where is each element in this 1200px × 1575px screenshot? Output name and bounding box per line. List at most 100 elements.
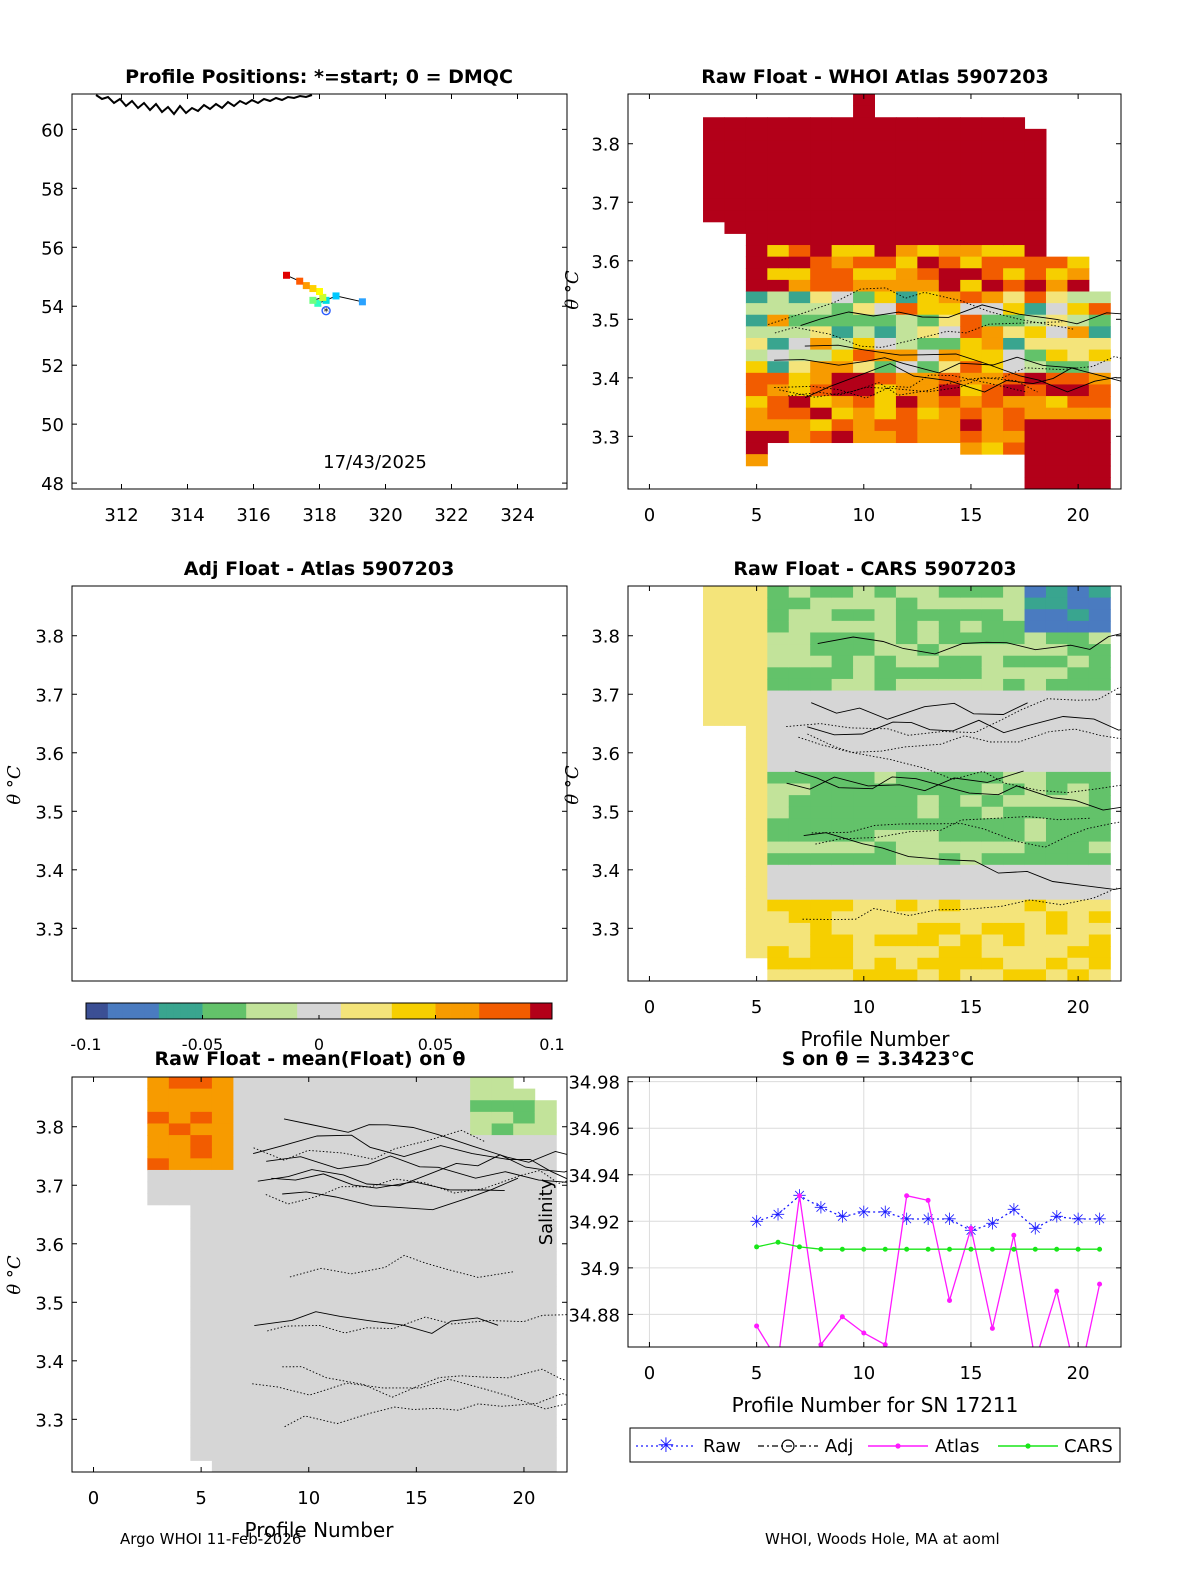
raw-cars-cell: [1024, 922, 1047, 936]
raw-atlas-cell: [1003, 279, 1026, 292]
raw-mean-cell: [427, 1100, 450, 1113]
raw-cars-cell: [1003, 864, 1026, 877]
raw-cars-cell: [810, 760, 833, 773]
colorbar-swatch: [166, 1003, 174, 1019]
positions-annotation: 17/43/2025: [323, 452, 427, 473]
raw-mean-cell: [319, 1413, 342, 1427]
raw-atlas-cell: [938, 140, 961, 153]
raw-atlas-cell: [1088, 477, 1111, 489]
raw-mean-cell: [427, 1402, 450, 1415]
raw-cars-cell: [853, 667, 875, 680]
raw-atlas-ytick-label: 3.7: [591, 193, 620, 214]
raw-mean-cell: [362, 1123, 385, 1136]
raw-atlas-cell: [745, 140, 768, 153]
raw-atlas-cell: [767, 419, 790, 432]
raw-mean-cell: [147, 1158, 170, 1171]
raw-mean-cell: [405, 1088, 428, 1101]
raw-mean-cell: [513, 1413, 536, 1427]
raw-atlas-cell: [895, 210, 918, 223]
raw-mean-cell: [448, 1181, 471, 1194]
raw-atlas-cell: [1024, 291, 1047, 304]
raw-mean-cell: [448, 1216, 471, 1229]
raw-cars-cell: [917, 888, 940, 901]
raw-atlas-cell: [767, 279, 790, 292]
raw-mean-cell: [276, 1228, 299, 1241]
raw-mean-cell: [297, 1448, 320, 1461]
raw-mean-cell: [254, 1437, 277, 1450]
raw-mean-cell: [211, 1262, 234, 1275]
raw-cars-cell: [1088, 760, 1111, 773]
raw-cars-cell: [810, 806, 833, 819]
raw-mean-cell: [190, 1332, 213, 1345]
raw-mean-cell: [276, 1262, 299, 1275]
raw-mean-cell: [297, 1100, 320, 1113]
raw-cars-cell: [853, 748, 875, 761]
raw-atlas-cell: [895, 221, 918, 234]
raw-mean-cell: [362, 1402, 385, 1415]
raw-cars-cell: [788, 818, 811, 831]
raw-cars-cell: [1024, 829, 1047, 843]
salinity-xtick-label: 15: [960, 1363, 983, 1384]
colorbar-swatch: [530, 1003, 538, 1019]
raw-atlas-cell: [1045, 454, 1068, 467]
raw-mean-cell: [319, 1239, 342, 1252]
raw-mean-cell: [491, 1158, 514, 1171]
raw-cars-cell: [767, 888, 790, 901]
raw-mean-cell: [319, 1297, 342, 1310]
raw-atlas-cell: [1024, 163, 1047, 176]
raw-cars-cell: [895, 725, 918, 738]
raw-mean-cell: [362, 1460, 385, 1472]
raw-mean-cell: [168, 1146, 191, 1159]
raw-atlas-cell: [810, 396, 833, 409]
raw-mean-cell: [427, 1344, 450, 1357]
raw-atlas-cell: [831, 268, 854, 281]
raw-cars-cell: [1067, 620, 1090, 633]
raw-cars-cell: [703, 609, 725, 622]
profile-position-marker: [332, 292, 340, 300]
raw-atlas-cell: [853, 163, 875, 176]
raw-atlas-cell: [1024, 454, 1047, 467]
raw-cars-cell: [703, 644, 725, 657]
raw-cars-cell: [895, 888, 918, 901]
raw-atlas-cell: [831, 245, 854, 258]
raw-mean-cell: [297, 1239, 320, 1252]
raw-cars-cell: [960, 702, 983, 715]
raw-cars-cell: [938, 597, 961, 610]
raw-cars-cell: [767, 783, 790, 796]
raw-cars-cell: [874, 946, 897, 959]
raw-mean-cell: [276, 1158, 299, 1171]
raw-mean-cell: [448, 1448, 471, 1461]
raw-cars-cell: [1067, 632, 1090, 645]
series-raw-point: ✳: [1092, 1210, 1106, 1230]
raw-cars-cell: [810, 678, 833, 692]
raw-cars-cell: [874, 644, 897, 657]
raw-atlas-cell: [960, 419, 983, 432]
raw-mean-cell: [448, 1088, 471, 1101]
raw-atlas-cell: [917, 233, 940, 246]
raw-mean-cell: [534, 1228, 557, 1241]
colorbar-swatch: [195, 1003, 203, 1019]
raw-atlas-cell: [981, 175, 1004, 188]
colorbar-tick-label: 0.05: [418, 1035, 454, 1054]
raw-atlas-cell: [810, 210, 833, 223]
raw-atlas-cell: [917, 117, 940, 130]
raw-cars-cell: [1024, 795, 1047, 808]
raw-mean-cell: [362, 1332, 385, 1345]
series-raw-point: ✳: [1028, 1219, 1042, 1239]
raw-mean-cell: [297, 1204, 320, 1217]
raw-atlas-cell: [831, 337, 854, 351]
raw-cars-cell: [703, 586, 725, 599]
raw-cars-cell: [745, 818, 768, 831]
colorbar-swatch: [544, 1003, 553, 1019]
raw-mean-cell: [297, 1390, 320, 1403]
raw-atlas-cell: [1024, 384, 1047, 397]
raw-cars-cell: [788, 876, 811, 889]
raw-mean-cell: [362, 1100, 385, 1113]
raw-cars-cell: [981, 725, 1004, 738]
raw-mean-cell: [427, 1413, 450, 1427]
raw-mean-cell: [190, 1262, 213, 1275]
raw-atlas-cell: [960, 337, 983, 351]
raw-mean-cell: [534, 1111, 557, 1124]
raw-cars-cell: [917, 632, 940, 645]
raw-cars-cell: [1067, 748, 1090, 761]
